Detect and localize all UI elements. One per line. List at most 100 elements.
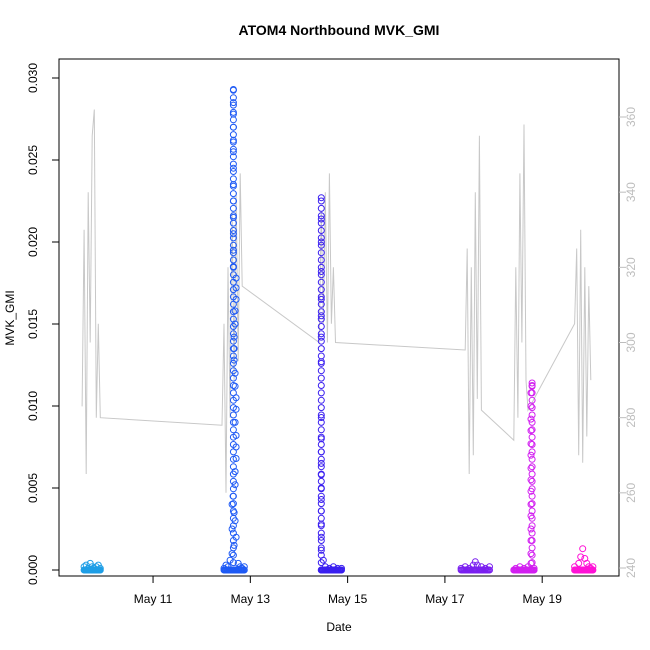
data-point	[528, 463, 536, 471]
data-point	[317, 293, 325, 301]
data-point	[528, 382, 536, 389]
data-point	[229, 197, 237, 205]
data-point	[229, 426, 237, 434]
data-point	[224, 563, 232, 571]
data-point	[229, 212, 237, 220]
data-point	[229, 345, 237, 353]
data-point	[229, 86, 237, 94]
data-point	[528, 544, 536, 552]
y-tick-label: 0.020	[26, 227, 40, 257]
data-point	[317, 204, 325, 212]
data-point	[317, 496, 325, 503]
data-point	[317, 414, 325, 421]
series-4	[457, 558, 493, 574]
y2-tick-label: 260	[624, 483, 638, 503]
data-point	[229, 418, 237, 426]
data-point	[317, 514, 325, 522]
data-point	[317, 470, 325, 478]
y-tick-label: 0.005	[26, 473, 40, 503]
x-axis-label: Date	[326, 620, 352, 634]
data-point	[473, 561, 481, 569]
data-point	[528, 514, 536, 522]
y-tick-label: 0.025	[26, 145, 40, 175]
data-point	[585, 563, 593, 571]
data-point	[229, 145, 237, 153]
data-point	[528, 433, 536, 441]
data-point	[228, 500, 236, 508]
data-point	[317, 396, 325, 404]
data-point	[317, 333, 325, 341]
data-point	[317, 215, 325, 223]
data-point	[317, 227, 325, 234]
series-3	[317, 194, 345, 574]
y-axis-label: MVK_GMI	[3, 290, 17, 345]
data-point	[229, 470, 237, 478]
data-point	[528, 470, 536, 478]
data-point	[229, 455, 237, 463]
data-point	[229, 529, 237, 537]
data-point	[317, 448, 325, 456]
data-point	[317, 219, 325, 227]
data-point	[528, 379, 536, 387]
data-point	[317, 463, 325, 471]
data-point	[317, 234, 325, 242]
data-point	[317, 241, 325, 249]
data-point	[317, 315, 325, 323]
data-point	[229, 116, 237, 124]
data-point	[317, 566, 325, 574]
data-point	[317, 544, 325, 552]
data-point	[528, 529, 536, 537]
data-point	[527, 525, 535, 533]
data-point	[528, 537, 536, 544]
data-point	[317, 278, 325, 286]
data-point	[229, 359, 237, 367]
data-point	[317, 411, 325, 419]
data-point	[317, 194, 325, 202]
data-point	[520, 564, 528, 572]
data-point	[229, 263, 237, 271]
data-point	[229, 278, 237, 286]
data-point	[229, 492, 237, 500]
y2-tick-label: 300	[624, 332, 638, 352]
data-point	[229, 500, 237, 508]
data-point	[317, 389, 325, 397]
data-point	[528, 559, 536, 567]
data-point	[96, 564, 104, 572]
data-point	[589, 563, 597, 571]
data-point	[230, 333, 238, 341]
data-point	[229, 271, 237, 279]
data-point	[220, 564, 228, 572]
data-point	[238, 564, 246, 572]
data-point	[229, 551, 237, 559]
data-point	[317, 271, 325, 279]
data-point	[230, 356, 238, 364]
data-point	[229, 219, 237, 227]
y-tick-label: 0.010	[26, 391, 40, 421]
points-layer	[80, 86, 597, 574]
data-point	[317, 263, 325, 271]
data-point	[528, 389, 536, 397]
series-1	[80, 559, 104, 574]
data-point	[528, 396, 536, 404]
data-point	[334, 564, 341, 572]
data-point	[317, 238, 325, 246]
data-point	[229, 227, 237, 234]
data-point	[317, 352, 325, 360]
series-6	[571, 545, 597, 574]
y-tick-label: 0.000	[26, 555, 40, 585]
data-point	[236, 563, 244, 571]
data-point	[229, 404, 237, 412]
data-point	[528, 522, 536, 530]
data-point	[317, 212, 325, 220]
data-point	[481, 564, 489, 572]
data-point	[231, 481, 239, 489]
data-point	[229, 190, 237, 198]
data-point	[461, 563, 469, 571]
data-point	[317, 546, 325, 554]
x-axis: May 11 May 13 May 15 May 17 May 19	[134, 576, 562, 606]
data-point	[229, 241, 237, 249]
data-point	[317, 256, 325, 264]
data-point	[317, 197, 325, 205]
data-point	[229, 433, 237, 441]
series-5	[510, 379, 538, 574]
